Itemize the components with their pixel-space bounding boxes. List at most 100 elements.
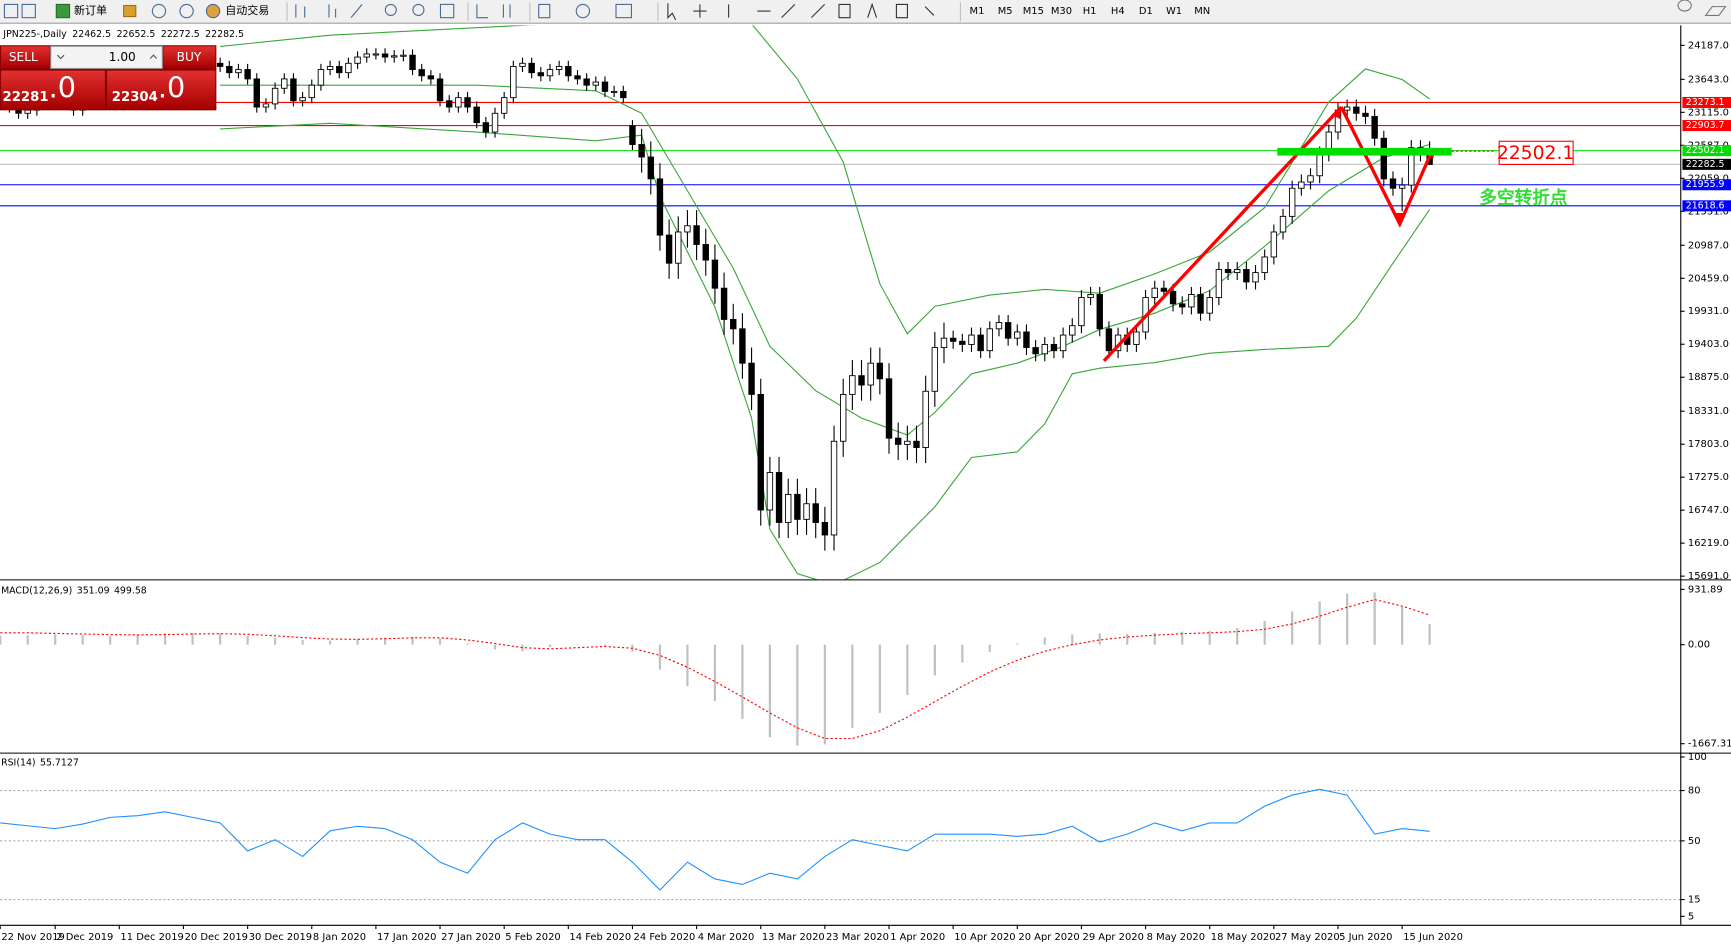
y-tick-label: 100 [1688,752,1707,763]
macd-bar [1126,633,1129,645]
icon[interactable] [3,3,19,19]
icon[interactable] [123,4,137,18]
candle-body [1243,269,1250,283]
icon[interactable] [384,3,397,17]
lot-input[interactable] [50,45,163,69]
candle-body [1050,343,1058,352]
x-tick-label: 20 Apr 2020 [1018,932,1079,943]
sell-price[interactable]: 22281 [3,90,49,105]
icon[interactable] [21,3,36,19]
icon[interactable] [295,4,363,19]
macd-bar [823,644,826,745]
macd-bar [741,644,744,719]
timeframe-button[interactable]: MN [1194,6,1210,17]
y-tick-label: 24187.0 [1688,40,1729,51]
macd-bar [136,634,139,645]
candle-body [24,109,31,114]
macd-bar [548,644,552,648]
macd-bar [686,644,689,687]
macd-bar [411,636,414,645]
macd-bar [274,638,277,645]
candle-body [959,340,966,345]
indicator-value: 55.7127 [40,757,79,768]
icon[interactable] [667,2,935,21]
buy-price-decimal[interactable]: .0 [158,70,185,104]
candle-body [510,65,517,99]
timeframe-button[interactable]: W1 [1166,6,1182,17]
candle-body [445,100,453,108]
buy-button[interactable] [163,46,216,69]
buy-price-box[interactable] [107,70,216,110]
icon[interactable] [575,3,591,19]
ohlc-value: 22272.5 [161,29,200,40]
icon[interactable] [1677,0,1692,12]
y-tick-label: 22059.0 [1688,173,1729,184]
macd-bar [851,644,854,728]
candle-body [849,375,856,395]
candle-body [1380,137,1388,180]
sell-label[interactable]: SELL [9,50,38,64]
icon[interactable] [1704,6,1727,17]
buy-price[interactable]: 22304 [112,90,158,105]
x-tick-label: 18 May 2020 [1211,932,1276,943]
price-level-label: 22903.7 [1686,120,1725,131]
sell-price-decimal[interactable]: .0 [49,70,76,104]
chart-header: JPN225-,Daily 22462.5 22652.5 22272.5 22282.… [2,29,244,40]
auto-trading-icon[interactable] [205,3,221,19]
y-tick-label: 15691.0 [1688,571,1729,582]
new-order-icon[interactable] [55,3,71,19]
macd-bar [356,639,359,645]
candle-body [1307,175,1314,183]
candle-body [830,440,838,536]
candle-body [473,106,480,124]
candle-body [757,393,764,511]
x-tick-label: 5 Jun 2020 [1339,932,1392,943]
icon[interactable] [151,3,167,19]
bollinger-band [220,84,1430,436]
timeframe-button[interactable]: D1 [1139,6,1153,17]
candle-body [894,437,902,445]
candle-body [986,328,994,352]
macd-bar [383,637,387,645]
spinner[interactable] [57,54,158,60]
icon[interactable] [439,3,455,19]
macd-bar [1098,633,1101,645]
new-order-button[interactable]: 新订单 [74,3,107,17]
icon[interactable] [615,3,633,19]
macd-bar [796,644,799,746]
timeframe-button[interactable]: M1 [970,6,985,17]
candle-body [1096,294,1103,330]
candle-body [1197,294,1204,314]
icon[interactable] [476,3,551,19]
candle-body [1288,187,1296,217]
candle-body [226,65,233,74]
timeframe-button[interactable]: H1 [1083,6,1097,17]
macd-plot [0,592,1431,746]
candle-body [867,362,874,386]
icon[interactable] [412,3,425,17]
bollinger-band [220,25,1430,335]
sell-price-box[interactable] [1,70,105,110]
symbol: JPN225-,Daily [2,29,67,40]
timeframe-button[interactable]: M30 [1051,6,1072,17]
y-tick-label: 18875.0 [1688,372,1729,383]
buy-label[interactable]: BUY [177,50,202,64]
timeframe-button[interactable]: H4 [1111,6,1125,17]
candle-body [519,62,526,67]
ohlc-value: 22282.5 [205,29,244,40]
separator [286,2,961,21]
icon[interactable] [179,3,194,19]
macd-bar [1153,632,1156,645]
lots[interactable]: 1.00 [109,50,136,64]
candle-body [546,69,554,77]
candle-body [1316,153,1323,177]
timeframe-button[interactable]: M15 [1023,6,1044,17]
sell-button[interactable] [1,46,50,69]
auto-trading-button[interactable]: 自动交易 [225,3,269,17]
timeframe-button[interactable]: M5 [998,6,1013,17]
candle-body [601,81,609,92]
macd-bar [906,644,909,696]
toolbar [0,0,1731,24]
